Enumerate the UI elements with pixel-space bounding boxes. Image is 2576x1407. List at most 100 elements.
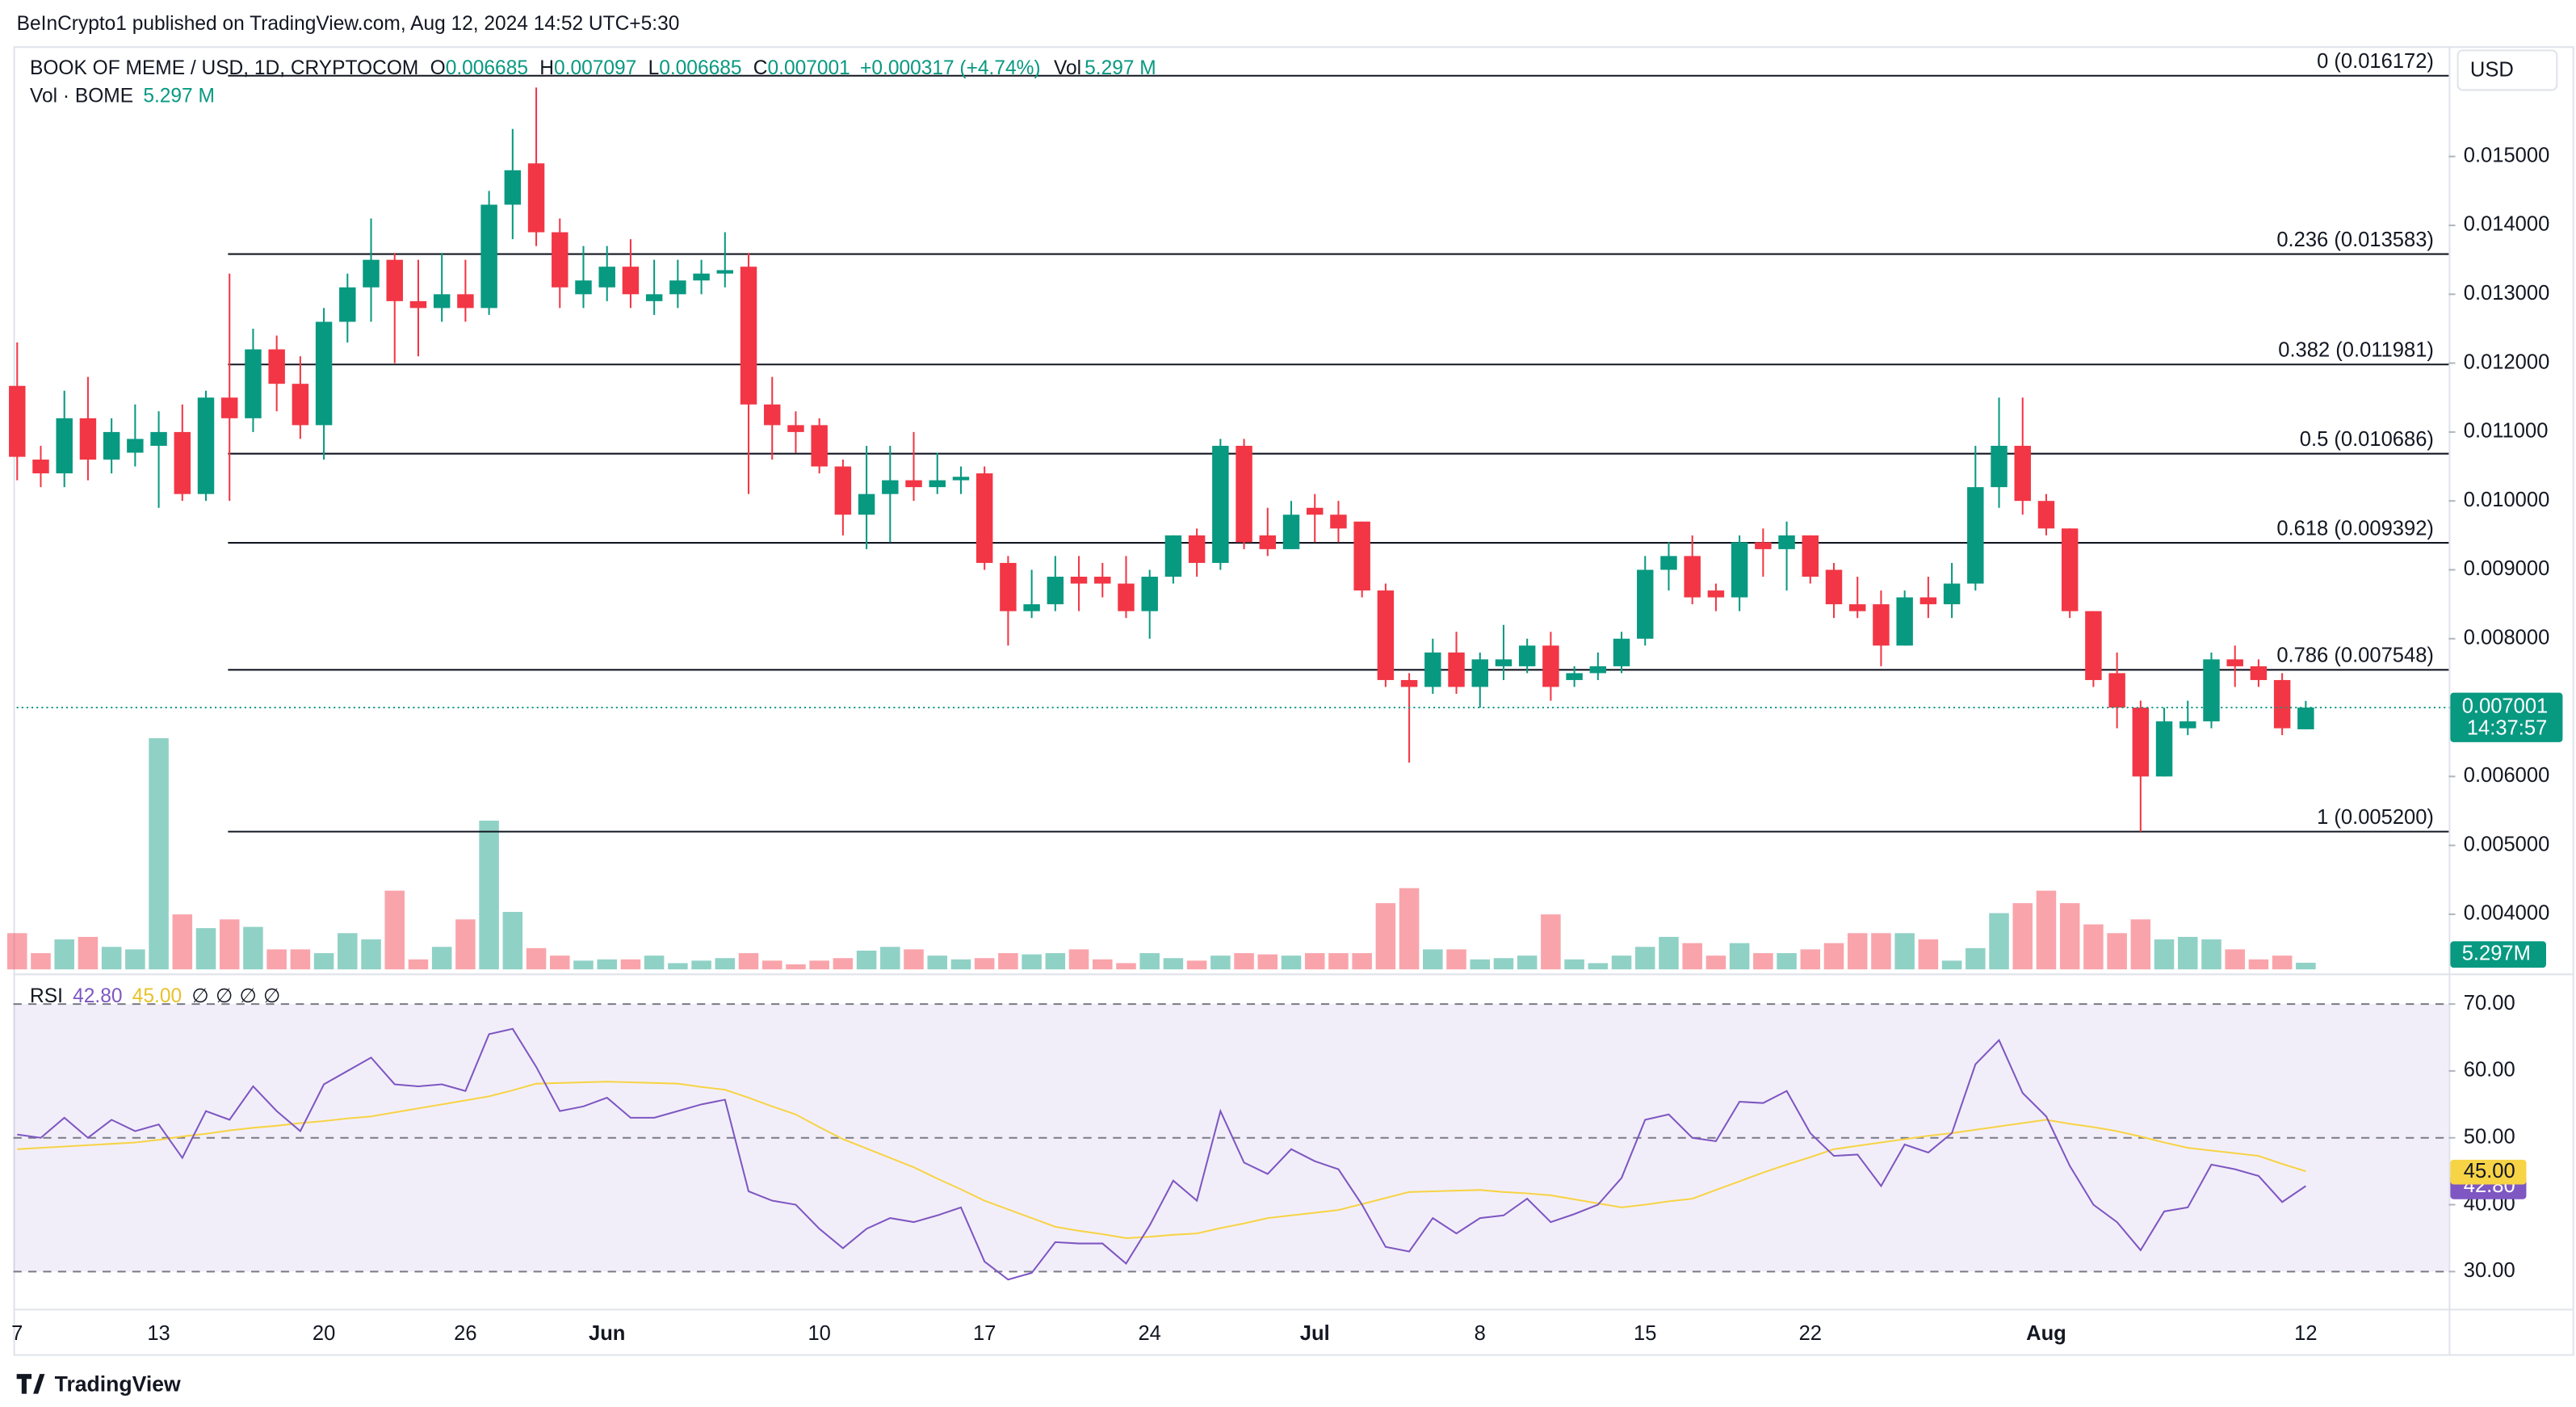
volume-bar [1328, 953, 1349, 970]
volume-bar [431, 947, 452, 970]
fib-label: 0.786 (0.007548) [2276, 645, 2434, 667]
candle-body [245, 349, 262, 418]
change-value: +0.000317 (+4.74%) [860, 57, 1041, 79]
rsi-legend: RSI 42.80 45.00 ∅ ∅ ∅ ∅ [30, 985, 280, 1007]
volume-bar [1894, 933, 1915, 970]
candle-body [975, 473, 993, 563]
legend-icon: ∅ [263, 985, 280, 1007]
x-tick-label: 12 [2294, 1322, 2317, 1345]
brand-logo: TradingView [16, 1371, 181, 1396]
candle-body [1991, 445, 2008, 488]
volume-bar [125, 949, 145, 970]
volume-bar [2296, 962, 2316, 970]
volume-bar [1564, 959, 1584, 970]
candle-body [552, 232, 568, 288]
symbol-legend: BOOK OF MEME / USD, 1D, CRYPTOCOM O0.0066… [30, 57, 1156, 79]
volume-bar [1446, 949, 1466, 970]
volume-bar [1847, 933, 1868, 970]
volume-tag-value: 5.297M [2462, 943, 2531, 965]
volume-bar [1234, 953, 1254, 970]
volume-bar [1635, 947, 1655, 970]
x-tick-label: 22 [1799, 1322, 1822, 1345]
rsi-value: 42.80 [73, 985, 122, 1007]
candle-body [1236, 445, 1252, 543]
candle-body [598, 267, 615, 288]
volume-bar [31, 953, 51, 970]
volume-bar [880, 947, 900, 970]
candle-body [2226, 659, 2243, 666]
volume-bar [1517, 956, 1538, 970]
ohlc-key: C [753, 57, 768, 79]
volume-bar [927, 956, 948, 970]
publish-note: BeInCrypto1 published on TradingView.com… [17, 13, 680, 35]
rsi-line [17, 1081, 2306, 1239]
volume-bar [597, 959, 617, 970]
candle-body [622, 267, 640, 295]
y-tick-label: 70.00 [2464, 992, 2515, 1014]
volume-bar [290, 949, 311, 970]
price-tag-value: 0.007001 [2462, 695, 2549, 718]
volume-bar [2154, 939, 2175, 970]
x-tick-label: Jul [1300, 1322, 1330, 1345]
candle-body [1919, 597, 1937, 605]
candle-body [433, 294, 451, 309]
candle-body [504, 170, 522, 205]
candle-body [1707, 590, 1725, 598]
volume-bar [1966, 947, 1986, 970]
volume-bar [1989, 913, 2009, 970]
volume-bar [1470, 959, 1491, 970]
candle-body [457, 294, 474, 309]
fib-label: 0.618 (0.009392) [2276, 517, 2434, 540]
volume-bar [361, 939, 381, 970]
candle-body [9, 385, 26, 457]
y-tick-label: 60.00 [2464, 1059, 2515, 1082]
volume-bar [101, 947, 122, 970]
rsi-tag-value: 45.00 [2464, 1160, 2515, 1182]
candle-body [1518, 645, 1536, 666]
rsi-line [17, 1027, 2306, 1281]
x-tick-label: 17 [973, 1322, 996, 1345]
legend-icon: ∅ [216, 985, 233, 1007]
candle-body [1307, 507, 1324, 515]
low-value: 0.006685 [659, 57, 741, 79]
x-tick-label: 7 [11, 1322, 23, 1345]
volume-bar [2248, 959, 2269, 970]
candle-body [1000, 562, 1017, 611]
rsi-tag [2450, 1159, 2527, 1185]
vol-value: 5.297 M [1085, 57, 1156, 79]
volume-bar [1918, 939, 1939, 970]
volume-bar [573, 960, 594, 970]
currency-box[interactable] [2456, 49, 2558, 91]
candle-body [1164, 535, 1182, 578]
volume-bar [668, 963, 688, 970]
x-tick-label: Jun [589, 1322, 625, 1345]
y-tick-label: 0.011000 [2464, 420, 2549, 443]
y-tick-label: 0.008000 [2464, 627, 2550, 649]
x-tick-label: 10 [808, 1322, 830, 1345]
volume-value: 5.297 M [143, 86, 215, 107]
fib-label: 0.382 (0.011981) [2278, 339, 2434, 362]
candle-body [527, 163, 545, 233]
volume-bar [1659, 936, 1679, 970]
volume-bar [950, 959, 971, 970]
volume-bar [502, 912, 523, 970]
volume-bar [1281, 956, 1302, 970]
volume-name: Vol · BOME [30, 86, 133, 107]
volume-tag [2450, 941, 2546, 968]
candle-body [1118, 583, 1135, 611]
candle-body [575, 280, 592, 295]
candle-body [2297, 707, 2314, 729]
candle-body [1094, 577, 1111, 584]
candle-body [1589, 666, 1607, 674]
y-tick-label: 0.010000 [2464, 489, 2550, 511]
candle-body [2014, 445, 2031, 502]
vol-key: Vol [1054, 57, 1081, 79]
candle-body [1141, 577, 1158, 611]
volume-bar [644, 956, 665, 970]
currency: USD [2470, 59, 2514, 82]
candle-body [1259, 535, 1277, 549]
volume-legend: Vol · BOME 5.297 M [30, 86, 215, 107]
candle-body [669, 280, 686, 295]
candle-body [1353, 521, 1370, 591]
volume-bar [1493, 958, 1514, 970]
